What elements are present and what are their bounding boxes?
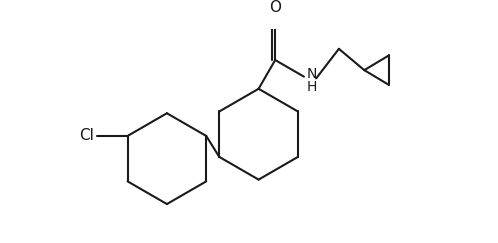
Text: Cl: Cl: [79, 129, 94, 143]
Text: N
H: N H: [307, 67, 317, 94]
Text: O: O: [269, 0, 281, 15]
